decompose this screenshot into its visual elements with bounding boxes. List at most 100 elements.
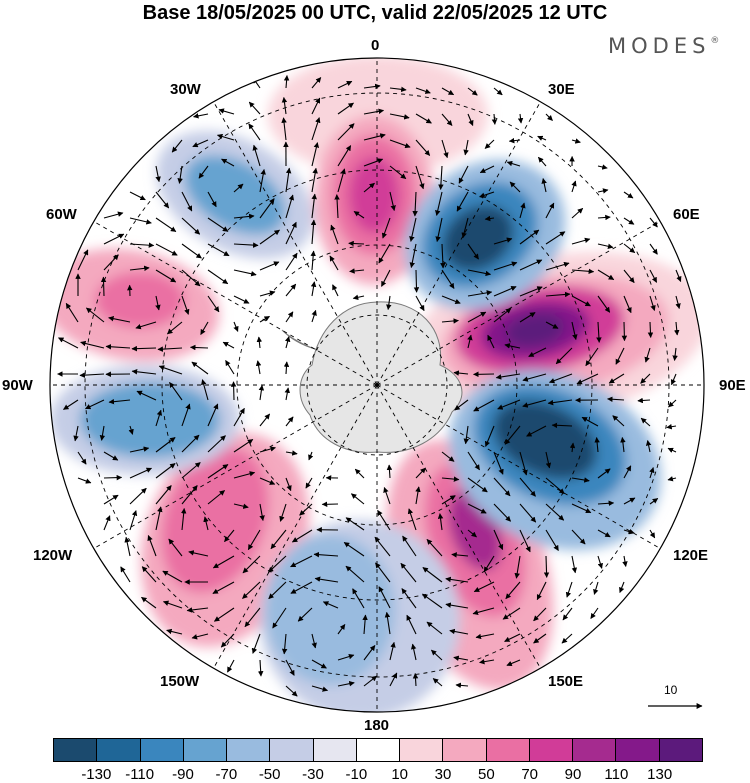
wind-vector [528, 347, 547, 357]
wind-vector [255, 360, 262, 375]
wind-vector [374, 536, 391, 557]
wind-vector [514, 555, 521, 579]
wind-vector [129, 217, 152, 225]
wind-vector [649, 295, 656, 312]
wind-vector [350, 493, 365, 505]
wind-vector [415, 87, 431, 94]
wind-vector [483, 555, 495, 573]
wind-vector [120, 566, 131, 583]
wind-vector [337, 680, 355, 687]
wind-vector [162, 600, 183, 609]
wind-vector [645, 440, 652, 453]
wind-vector [467, 503, 487, 514]
colorbar-swatch [270, 739, 314, 761]
wind-vector [181, 485, 198, 505]
wind-vector [131, 345, 157, 352]
wind-vector [259, 503, 265, 522]
wind-vector [467, 87, 478, 96]
wind-vector [311, 193, 317, 219]
wind-vector [103, 494, 119, 505]
wind-vector [285, 450, 298, 456]
wind-vector [412, 191, 418, 217]
lon-label-120w: 120W [33, 547, 73, 564]
wind-vector [597, 468, 611, 479]
wind-vector [440, 243, 446, 269]
wind-vector [207, 464, 229, 479]
wind-vector [389, 86, 407, 93]
wind-vector [207, 435, 226, 453]
wind-vector [129, 510, 138, 531]
wind-vector [543, 555, 550, 578]
wind-vector [259, 198, 275, 219]
wind-vector [453, 655, 469, 661]
wind-vector [621, 321, 628, 342]
wind-vector [537, 135, 547, 141]
wind-vector [129, 467, 153, 479]
wind-vector [244, 607, 261, 628]
wind-vector [103, 254, 119, 271]
wind-vector [623, 217, 635, 225]
wind-vector [129, 265, 150, 272]
antarctic-peninsula [281, 329, 319, 351]
wind-vector [666, 423, 677, 430]
wind-vector [247, 529, 261, 551]
wind-vector [158, 365, 183, 375]
wind-vector [207, 490, 226, 505]
lon-label-30w: 30W [170, 81, 201, 98]
colorbar-swatch [183, 739, 228, 761]
wind-vector [103, 451, 119, 461]
wind-vector [623, 465, 632, 479]
wind-vector [188, 550, 209, 557]
colorbar-tick-label: 70 [521, 766, 538, 783]
wind-vector [285, 221, 297, 245]
wind-vector [623, 529, 635, 535]
wind-vector [128, 425, 134, 435]
wind-vector [479, 191, 495, 198]
wind-vector [649, 217, 658, 228]
wind-vector [363, 108, 385, 115]
wind-vector [363, 182, 375, 193]
wind-vector [129, 487, 147, 505]
colorbar-tick-label: -50 [258, 766, 281, 783]
antarctica-landmass [299, 301, 463, 453]
wind-vector [571, 180, 577, 193]
wind-vector [649, 497, 659, 505]
wind-vector [441, 295, 461, 305]
wind-vector [389, 139, 411, 149]
wind-vector [181, 462, 201, 479]
wind-vector [168, 538, 183, 557]
wind-vector [345, 517, 365, 531]
wind-vector [620, 436, 626, 453]
wind-vector [597, 555, 603, 569]
wind-vector [545, 451, 552, 469]
wind-vector [467, 334, 473, 349]
wind-vector [607, 396, 625, 402]
wind-vector [180, 507, 187, 531]
wind-vector [233, 321, 239, 332]
wind-vector [413, 269, 420, 293]
wind-vector [310, 281, 317, 297]
wind-vector [519, 503, 537, 523]
wind-vector [337, 145, 352, 167]
wind-vector [441, 318, 459, 324]
wind-vector [545, 113, 553, 121]
wind-vector [545, 477, 565, 495]
wind-vector [281, 117, 287, 141]
colorbar-swatch [97, 739, 141, 761]
wind-vector [406, 614, 417, 635]
wind-vector [493, 261, 518, 271]
wind-vector [497, 399, 521, 410]
wind-vector [597, 164, 608, 170]
wind-vector [283, 75, 290, 89]
wind-vector [155, 506, 163, 531]
wind-vector [378, 243, 391, 264]
wind-vector [291, 529, 313, 543]
wind-vector [409, 217, 417, 242]
wind-vector [233, 213, 255, 220]
colorbar-swatch [659, 739, 702, 761]
wind-vector [248, 123, 261, 141]
wind-vector [467, 269, 492, 277]
wind-vector [155, 191, 170, 209]
wind-vector [415, 113, 432, 124]
wind-vector [181, 217, 201, 235]
